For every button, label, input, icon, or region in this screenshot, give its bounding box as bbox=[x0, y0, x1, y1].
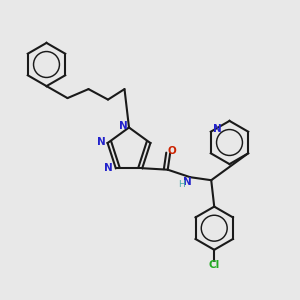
Text: N: N bbox=[104, 163, 112, 173]
Text: Cl: Cl bbox=[208, 260, 220, 270]
Text: N: N bbox=[183, 177, 192, 187]
Text: H: H bbox=[178, 180, 185, 189]
Text: N: N bbox=[213, 124, 222, 134]
Text: N: N bbox=[97, 136, 105, 146]
Text: N: N bbox=[119, 121, 128, 131]
Text: O: O bbox=[167, 146, 176, 156]
